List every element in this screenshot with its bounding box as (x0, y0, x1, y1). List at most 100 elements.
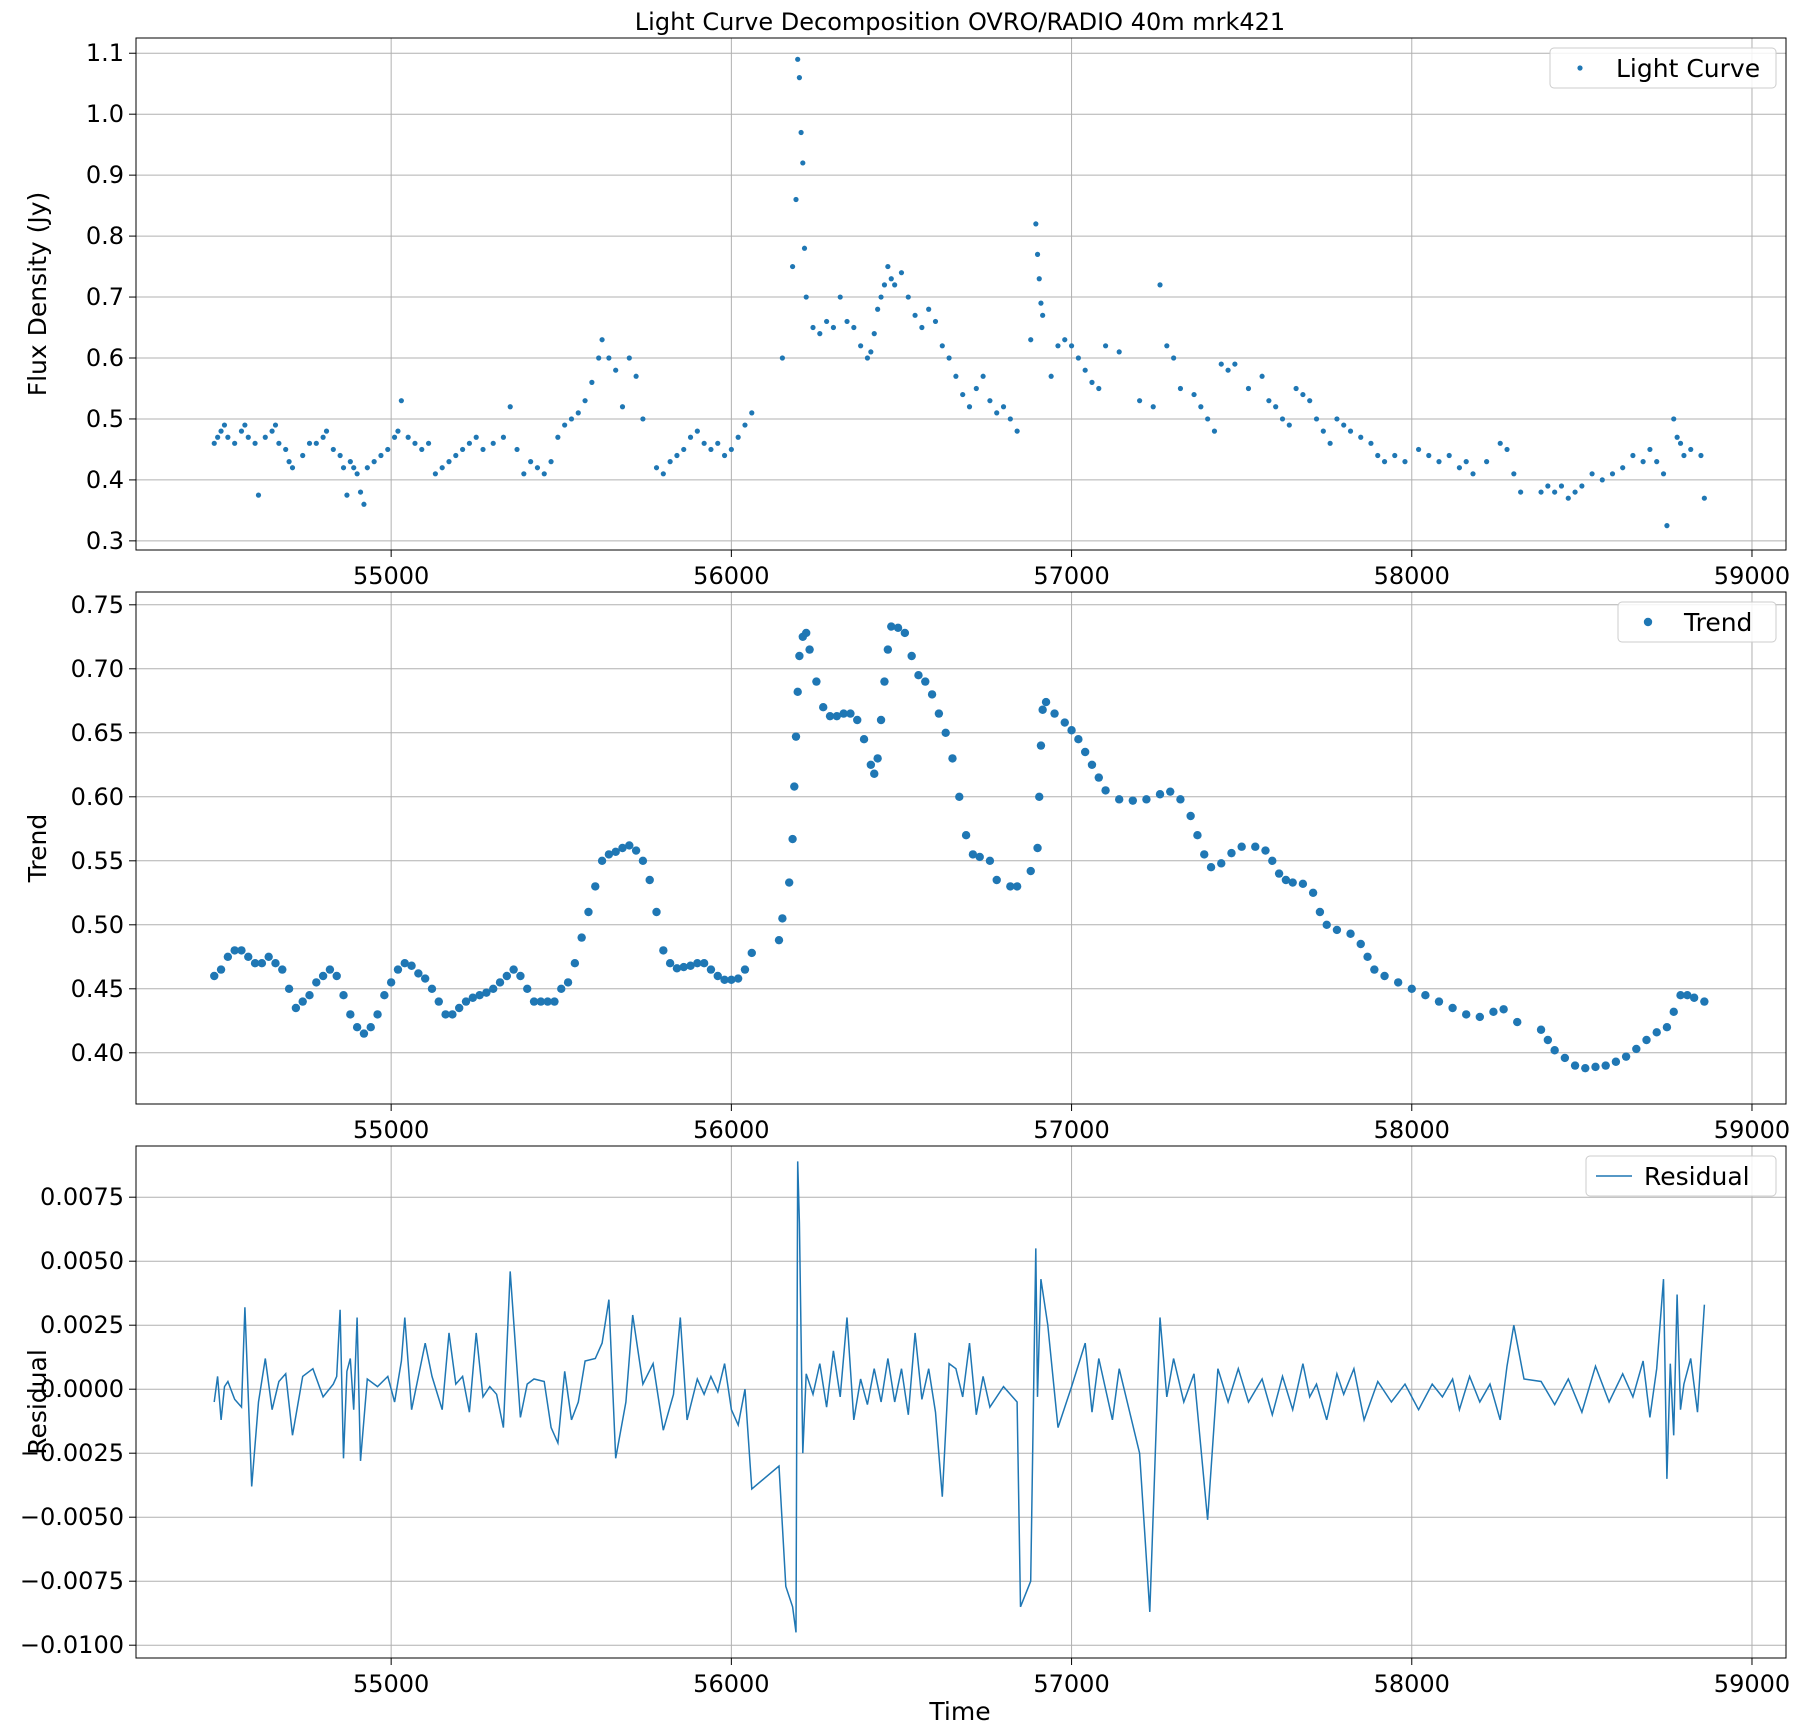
data-point (1006, 882, 1015, 891)
x-tick-label: 57000 (1033, 1116, 1109, 1144)
data-point (1157, 282, 1163, 288)
data-point (870, 769, 879, 778)
data-point (1611, 1057, 1621, 1066)
data-point (453, 452, 459, 459)
data-point (830, 324, 837, 331)
x-tick-label: 58000 (1374, 562, 1450, 590)
y-tick-label: 1.0 (86, 100, 124, 128)
data-point (878, 294, 884, 300)
data-point (568, 416, 575, 422)
data-point (742, 422, 748, 428)
data-point (306, 440, 313, 446)
x-tick-label: 55000 (353, 562, 429, 590)
data-point (1552, 489, 1558, 495)
data-point (1393, 978, 1403, 987)
data-point (385, 446, 391, 453)
data-point (876, 715, 886, 725)
y-tick-label: 0.70 (71, 655, 124, 683)
data-point (1128, 796, 1138, 805)
data-point (747, 948, 756, 958)
data-point (1654, 459, 1660, 465)
data-point (1245, 385, 1252, 392)
data-point (1067, 726, 1076, 735)
panel-light-curve: 55000 56000 57000 58000 59000 0.3 0.4 0.5 0.6 0.7… (23, 37, 1790, 590)
data-point (1346, 929, 1355, 938)
data-point (1676, 991, 1685, 1000)
data-point (1499, 1005, 1508, 1014)
data-point (740, 965, 750, 974)
data-point (1096, 385, 1102, 392)
data-point (613, 367, 619, 373)
data-point (548, 459, 554, 465)
data-point (1334, 416, 1340, 422)
legend-label: Light Curve (1616, 54, 1760, 83)
legend[interactable]: Trend (1617, 601, 1777, 643)
data-point (987, 398, 993, 404)
data-point (618, 843, 627, 853)
data-point (693, 959, 702, 968)
x-tick-label: 59000 (1714, 562, 1790, 590)
data-point (1683, 991, 1692, 1000)
data-point (868, 349, 874, 355)
data-point (961, 831, 971, 840)
data-point (672, 964, 682, 973)
data-point (699, 959, 709, 968)
data-point (1273, 404, 1279, 410)
data-point (1313, 416, 1320, 422)
data-point (1327, 440, 1333, 446)
data-point (291, 1003, 301, 1013)
data-point (1237, 842, 1246, 851)
data-point (1545, 483, 1551, 489)
data-point (495, 978, 505, 987)
y-tick-label: 0.0025 (40, 1311, 124, 1339)
data-point (881, 282, 888, 288)
y-tick-label: 0.7 (86, 283, 124, 311)
data-point (1463, 459, 1469, 465)
y-tick-label: 0.0075 (40, 1183, 124, 1211)
data-point (1206, 863, 1216, 872)
data-point (1475, 1012, 1485, 1022)
data-point (359, 1029, 369, 1038)
data-point (1048, 373, 1054, 379)
data-point (859, 735, 869, 744)
data-point (466, 440, 473, 446)
data-point (1489, 1007, 1498, 1017)
data-point (1407, 984, 1416, 993)
data-point (652, 907, 661, 917)
legend[interactable]: Light Curve (1549, 47, 1777, 89)
data-point (432, 471, 438, 477)
data-point (1550, 1046, 1559, 1055)
data-point (864, 355, 871, 361)
data-point (313, 440, 319, 446)
data-point (907, 651, 916, 661)
data-point (1300, 391, 1306, 398)
data-point (604, 850, 614, 859)
data-point (332, 971, 341, 981)
data-point (300, 452, 306, 459)
data-point (846, 709, 855, 718)
data-point (1062, 337, 1068, 343)
data-point (1279, 416, 1286, 422)
data-point (529, 997, 539, 1006)
data-point (1462, 1010, 1471, 1019)
y-tick-label: 0.8 (86, 222, 124, 250)
data-point (454, 1003, 464, 1013)
data-point (796, 75, 803, 81)
data-point (832, 711, 842, 721)
data-point (1198, 404, 1204, 410)
series-marks (210, 622, 1709, 1073)
y-tick-label: 0.60 (71, 783, 124, 811)
data-point (589, 379, 595, 385)
data-point (1308, 888, 1318, 897)
data-point (1034, 251, 1041, 257)
data-point (892, 282, 898, 288)
series-marks (211, 56, 1707, 529)
data-point (887, 622, 896, 631)
data-point (1101, 786, 1110, 795)
data-point (779, 355, 785, 361)
y-tick-label: 0.55 (71, 847, 124, 875)
data-point (351, 465, 357, 471)
legend-marker (1577, 65, 1583, 71)
legend[interactable]: Residual (1585, 1155, 1777, 1197)
